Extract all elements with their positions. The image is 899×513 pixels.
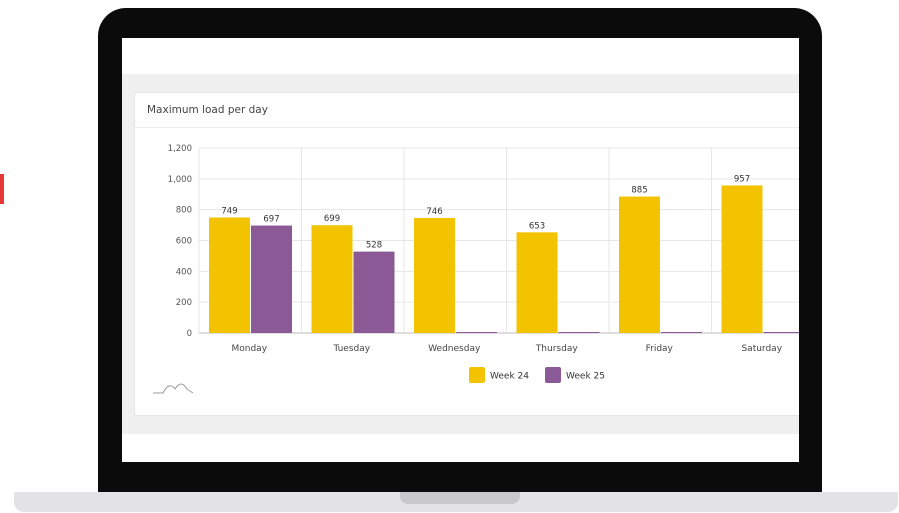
legend-swatch	[469, 367, 485, 383]
x-tick-label: Thursday	[535, 344, 579, 354]
data-label: 746	[426, 207, 442, 217]
legend-label: Week 25	[566, 372, 605, 382]
y-tick-label: 600	[176, 237, 192, 247]
chart-card: Maximum load per day 0 200 400 600 800 1,000 1…	[134, 92, 799, 416]
laptop-notch	[400, 492, 520, 504]
y-tick-label: 1,000	[168, 175, 192, 185]
data-label: 885	[631, 186, 647, 196]
y-tick-label: 0	[187, 329, 192, 339]
data-label: 528	[366, 241, 382, 251]
y-tick-label: 1,200	[168, 144, 192, 154]
bar	[414, 217, 455, 333]
data-label: 957	[734, 174, 750, 184]
bar	[251, 225, 292, 333]
bar	[209, 217, 250, 333]
bar	[619, 196, 660, 333]
x-tick-label: Monday	[231, 344, 267, 354]
chart-title: Maximum load per day	[147, 104, 268, 116]
laptop-screen: Maximum load per day 0 200 400 600 800 1,000 1…	[122, 38, 799, 462]
y-tick-label: 800	[176, 206, 192, 216]
card-divider	[135, 127, 799, 128]
legend-swatch	[545, 367, 561, 383]
x-tick-label: Friday	[646, 344, 674, 354]
data-label: 697	[263, 215, 279, 225]
bar	[721, 185, 763, 333]
bar-chart: 0 200 400 600 800 1,000 1,200 749 697 Monday 699 52…	[153, 144, 799, 394]
bar	[311, 225, 353, 333]
x-tick-label: Saturday	[741, 344, 782, 354]
data-label: 699	[324, 214, 340, 224]
bar	[516, 232, 558, 333]
bar	[353, 251, 395, 333]
y-tick-label: 200	[176, 298, 192, 308]
data-label: 653	[529, 221, 545, 231]
legend-label: Week 24	[490, 372, 529, 382]
x-tick-label: Tuesday	[332, 344, 370, 354]
red-edge-marker	[0, 174, 4, 204]
y-tick-label: 400	[176, 267, 192, 277]
watermark-logo-icon	[153, 383, 194, 394]
x-tick-label: Wednesday	[428, 344, 481, 354]
data-label: 749	[221, 207, 237, 217]
